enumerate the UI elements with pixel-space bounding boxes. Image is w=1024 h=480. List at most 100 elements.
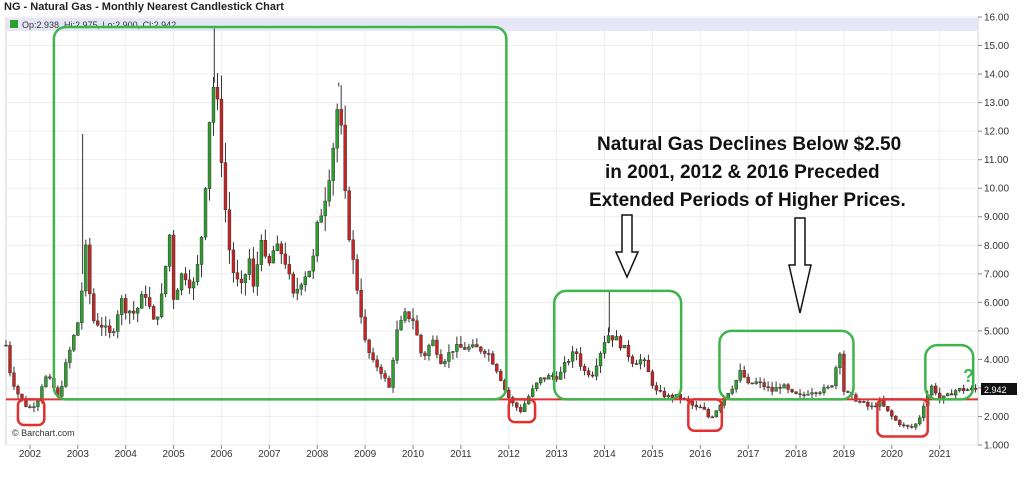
candle-body (355, 259, 359, 291)
y-tick-label: 13.00 (984, 98, 1009, 109)
candle-body (475, 344, 479, 348)
candle-body (287, 264, 291, 275)
candle-body (894, 415, 898, 421)
candle-body (295, 288, 299, 294)
candle-body (961, 388, 966, 391)
highlight-boxes (16, 25, 975, 438)
candle-body (594, 365, 599, 377)
candle-body (427, 345, 431, 357)
last-price-tag: 2.942 (981, 383, 1017, 395)
candle-body (818, 392, 822, 394)
candle-body (36, 400, 40, 407)
candle-body (499, 371, 503, 381)
red-highlight-box (16, 398, 46, 427)
candle-body (383, 373, 387, 379)
candle-body (662, 390, 667, 398)
candle-body (251, 258, 256, 287)
candle-body (407, 311, 411, 319)
plot-area (5, 16, 979, 446)
candle-body (199, 236, 204, 265)
candle-body (914, 423, 918, 428)
x-tick-label: 2006 (210, 449, 233, 460)
candle-body (267, 255, 272, 264)
candle-body (76, 322, 80, 336)
candle-body (618, 336, 623, 349)
candle-body (239, 278, 244, 283)
candle-body (802, 394, 806, 396)
candle-body (120, 298, 124, 315)
candle-body (439, 354, 443, 364)
candle-body (602, 342, 607, 354)
y-tick-label: 6.000 (984, 298, 1009, 309)
candle-body (255, 264, 260, 287)
green-highlight-box (52, 25, 508, 401)
candle-body (128, 310, 132, 314)
legend-ohlc: Op:2.938, Hi:2.975, Lo:2.900, Cl:2.942 (22, 20, 176, 30)
down-arrow-icon (614, 214, 640, 279)
candle-body (151, 306, 156, 320)
candle-body (694, 404, 698, 408)
candle-body (247, 258, 252, 275)
candle-body (487, 353, 491, 355)
candle-body (44, 376, 48, 387)
candle-body (870, 405, 874, 408)
x-tick-label: 2017 (737, 449, 760, 460)
candle-body (335, 109, 339, 149)
candle-body (949, 393, 954, 396)
candle-body (650, 371, 655, 386)
candle-body (834, 367, 838, 386)
candle-body (906, 424, 910, 427)
candle-body (467, 346, 471, 350)
candle-body (72, 335, 76, 351)
y-tick-label: 14.00 (984, 70, 1009, 81)
candle-body (654, 385, 659, 391)
candle-body (854, 394, 858, 402)
candle-body (311, 255, 315, 272)
candle-body (590, 374, 595, 377)
candle-body (139, 294, 144, 309)
candle-body (538, 377, 543, 384)
question-mark: ? (963, 366, 974, 386)
candle-body (171, 234, 176, 300)
candle-body (886, 405, 890, 412)
candle-body (598, 353, 603, 367)
candle-body (762, 382, 766, 388)
y-tick-label: 16.00 (984, 13, 1009, 24)
candle-body (112, 331, 116, 333)
candle-body (191, 281, 196, 289)
candle-body (822, 387, 826, 393)
candle-body (858, 401, 862, 403)
candle-body (343, 124, 347, 191)
y-tick-label: 5.000 (984, 326, 1009, 337)
candle-body (710, 416, 714, 419)
y-tick-label: 11.00 (984, 155, 1009, 166)
candle-body (742, 370, 746, 378)
candle-body (259, 240, 264, 265)
x-tick-label: 2004 (115, 449, 138, 460)
candle-body (471, 344, 475, 348)
y-tick-label: 12.00 (984, 127, 1009, 138)
candle-body (838, 353, 842, 368)
candle-body (48, 376, 52, 379)
candle-body (523, 403, 527, 412)
candle-body (734, 380, 738, 390)
x-tick-label: 2007 (258, 449, 281, 460)
candle-body (80, 290, 84, 324)
candle-body (167, 234, 172, 267)
candle-body (507, 389, 511, 398)
candle-body (658, 390, 663, 392)
candle-body (163, 266, 168, 295)
candle-body (131, 310, 136, 314)
candle-body (957, 388, 962, 391)
candle-body (953, 390, 958, 396)
x-tick-label: 2018 (785, 449, 808, 460)
candle-body (307, 270, 311, 278)
candle-body (758, 381, 762, 384)
candle-body (159, 293, 164, 318)
candle-body (319, 215, 323, 223)
candle-body (16, 386, 20, 395)
x-tick-label: 2016 (689, 449, 712, 460)
candle-body (223, 162, 228, 211)
candle-body (100, 324, 104, 328)
candle-body (279, 243, 284, 255)
